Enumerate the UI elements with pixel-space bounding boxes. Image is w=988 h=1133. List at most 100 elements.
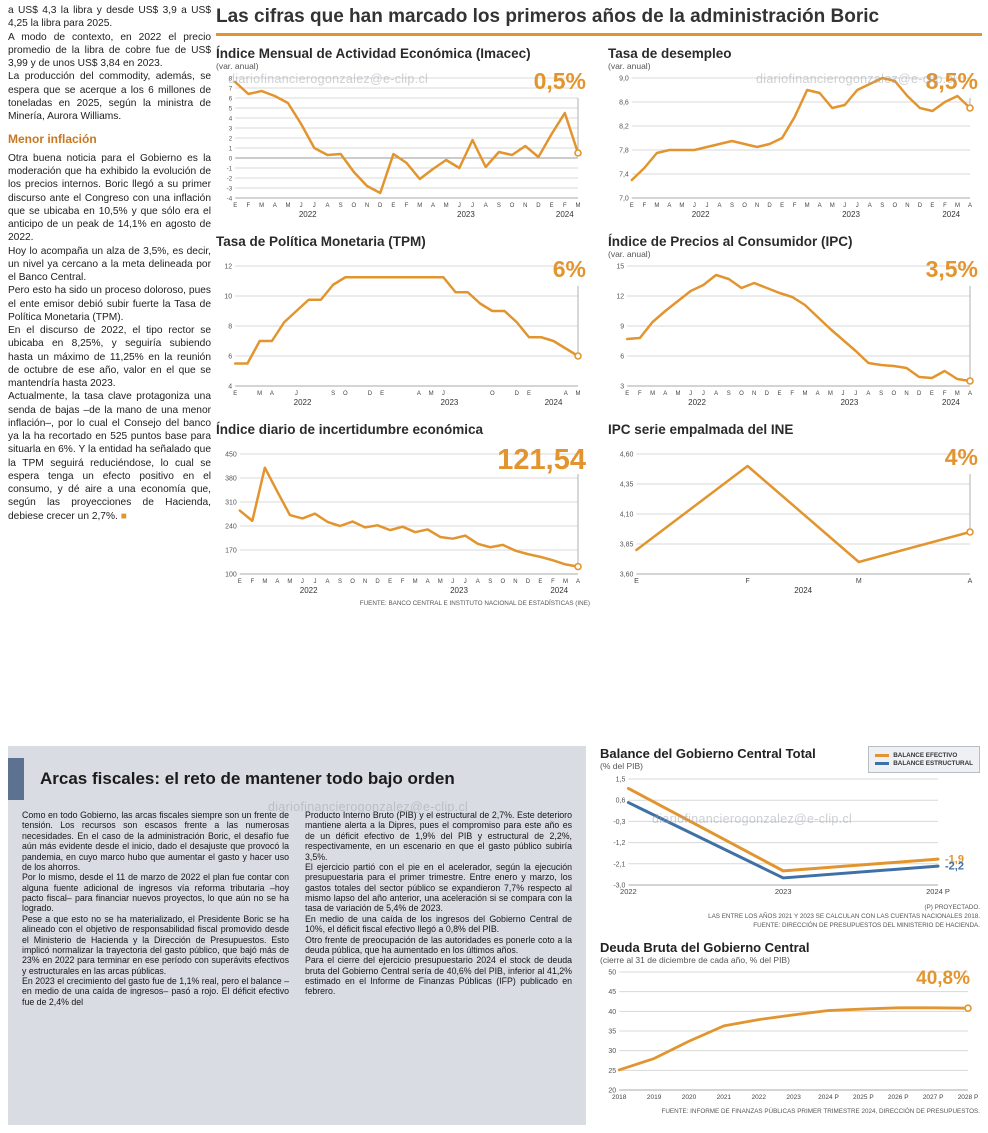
svg-text:4,10: 4,10	[620, 512, 634, 519]
svg-text:2023: 2023	[842, 210, 860, 219]
deuda-value-label: 40,8%	[916, 967, 970, 989]
imacec-plot: 8 7 6 5 4 3 2 1 0 -1 -2 -3 -4 E F M A M J J A S O N D E F M A M J J A S O N…	[216, 68, 590, 222]
svg-text:8: 8	[228, 324, 232, 331]
svg-text:N: N	[755, 203, 759, 209]
svg-text:S: S	[497, 203, 501, 209]
svg-text:A: A	[866, 391, 870, 397]
svg-text:2022: 2022	[300, 586, 318, 595]
svg-text:J: J	[300, 203, 303, 209]
balance-legend: BALANCE EFECTIVO BALANCE ESTRUCTURAL	[868, 746, 980, 773]
svg-text:8,2: 8,2	[619, 124, 629, 131]
svg-text:2021: 2021	[717, 1094, 732, 1101]
svg-text:170: 170	[225, 548, 237, 555]
svg-text:6: 6	[620, 354, 624, 361]
svg-text:J: J	[689, 391, 692, 397]
svg-text:2023: 2023	[450, 586, 468, 595]
svg-text:M: M	[259, 203, 264, 209]
arcas-text-columns: Como en todo Gobierno, las arcas fiscale…	[22, 810, 572, 1007]
svg-text:7: 7	[229, 86, 233, 93]
svg-text:4,60: 4,60	[620, 452, 634, 459]
ipc-ine-plot: 4,60 4,35 4,10 3,85 3,60 E F M A 2024 4%	[608, 444, 982, 598]
svg-text:7,8: 7,8	[619, 148, 629, 155]
svg-text:E: E	[634, 578, 639, 585]
svg-text:A: A	[968, 578, 973, 585]
svg-text:8: 8	[229, 76, 233, 83]
svg-text:-0,3: -0,3	[613, 818, 625, 825]
svg-text:40: 40	[608, 1009, 616, 1016]
svg-text:2022: 2022	[688, 398, 706, 407]
svg-text:2027 P: 2027 P	[923, 1094, 944, 1101]
balance-source-note: (P) PROYECTADO. LAS ENTRE LOS AÑOS 2021 …	[708, 903, 980, 929]
svg-text:M: M	[262, 579, 267, 585]
svg-text:O: O	[350, 579, 355, 585]
chart-imacec-subtitle: (var. anual)	[216, 61, 259, 71]
svg-text:5: 5	[229, 106, 233, 113]
svg-text:N: N	[752, 391, 756, 397]
svg-text:M: M	[679, 203, 684, 209]
svg-text:M: M	[438, 579, 443, 585]
svg-text:6: 6	[228, 354, 232, 361]
svg-text:J: J	[464, 579, 467, 585]
svg-text:J: J	[842, 391, 845, 397]
svg-text:S: S	[880, 203, 884, 209]
svg-text:F: F	[563, 203, 567, 209]
svg-text:A: A	[273, 203, 277, 209]
svg-text:M: M	[429, 391, 434, 397]
svg-text:E: E	[780, 203, 784, 209]
svg-text:O: O	[352, 203, 357, 209]
svg-text:J: J	[702, 391, 705, 397]
svg-text:50: 50	[608, 969, 616, 976]
svg-text:30: 30	[608, 1048, 616, 1055]
balance-subtitle: (% del PIB)	[600, 761, 643, 771]
svg-text:J: J	[301, 579, 304, 585]
svg-text:J: J	[442, 391, 445, 397]
svg-text:M: M	[444, 203, 449, 209]
svg-text:E: E	[538, 579, 542, 585]
svg-text:O: O	[490, 391, 495, 397]
svg-text:A: A	[431, 203, 435, 209]
svg-text:8,6: 8,6	[619, 100, 629, 107]
svg-text:2024: 2024	[550, 586, 568, 595]
chart-ipc-subtitle: (var. anual)	[608, 249, 651, 259]
svg-text:310: 310	[225, 500, 237, 507]
svg-text:E: E	[233, 203, 237, 209]
svg-text:D: D	[368, 391, 373, 397]
svg-text:2024 P: 2024 P	[926, 887, 950, 896]
svg-text:M: M	[802, 391, 807, 397]
svg-text:O: O	[510, 203, 515, 209]
balance-title: Balance del Gobierno Central Total	[600, 746, 816, 761]
chart-incertidumbre-title: Índice diario de incertidumbre económica	[216, 422, 484, 437]
svg-text:J: J	[313, 579, 316, 585]
svg-text:M: M	[675, 391, 680, 397]
arcas-fiscales-panel: Arcas fiscales: el reto de mantener todo…	[8, 746, 586, 1125]
arcas-col-2: Producto Interno Bruto (PIB) y el estruc…	[305, 810, 572, 997]
svg-text:A: A	[818, 203, 822, 209]
bottom-charts: Balance del Gobierno Central Total (% de…	[600, 746, 980, 1125]
svg-text:-2,2: -2,2	[945, 860, 964, 872]
svg-text:E: E	[625, 391, 629, 397]
svg-text:F: F	[642, 203, 646, 209]
svg-text:-3,0: -3,0	[613, 882, 625, 889]
chart-tpm: Tasa de Política Monetaria (TPM) 12 10 8 6 4…	[216, 234, 590, 410]
balance-titles: Balance del Gobierno Central Total (% de…	[600, 746, 816, 772]
svg-text:2022: 2022	[692, 210, 710, 219]
svg-text:3: 3	[229, 126, 233, 133]
incertidumbre-plot: 450 380 310 240 170 100 E F M A M J J A S O N D E F M A M J J A S O…	[216, 444, 590, 598]
svg-text:D: D	[765, 391, 770, 397]
svg-text:M: M	[576, 203, 581, 209]
svg-text:F: F	[793, 203, 797, 209]
svg-text:-1,2: -1,2	[613, 840, 625, 847]
svg-text:D: D	[917, 391, 922, 397]
svg-text:O: O	[343, 391, 348, 397]
svg-text:N: N	[905, 203, 909, 209]
estructural-swatch-icon	[875, 762, 890, 765]
svg-text:A: A	[564, 391, 568, 397]
svg-text:M: M	[285, 203, 290, 209]
svg-text:7,4: 7,4	[619, 172, 629, 179]
svg-text:100: 100	[225, 572, 237, 579]
svg-text:F: F	[250, 579, 254, 585]
chart-ipc-title: Índice de Precios al Consumidor (IPC)	[608, 234, 853, 249]
desempleo-value-label: 8,5%	[925, 68, 978, 94]
svg-text:E: E	[778, 391, 782, 397]
svg-text:2023: 2023	[457, 210, 475, 219]
